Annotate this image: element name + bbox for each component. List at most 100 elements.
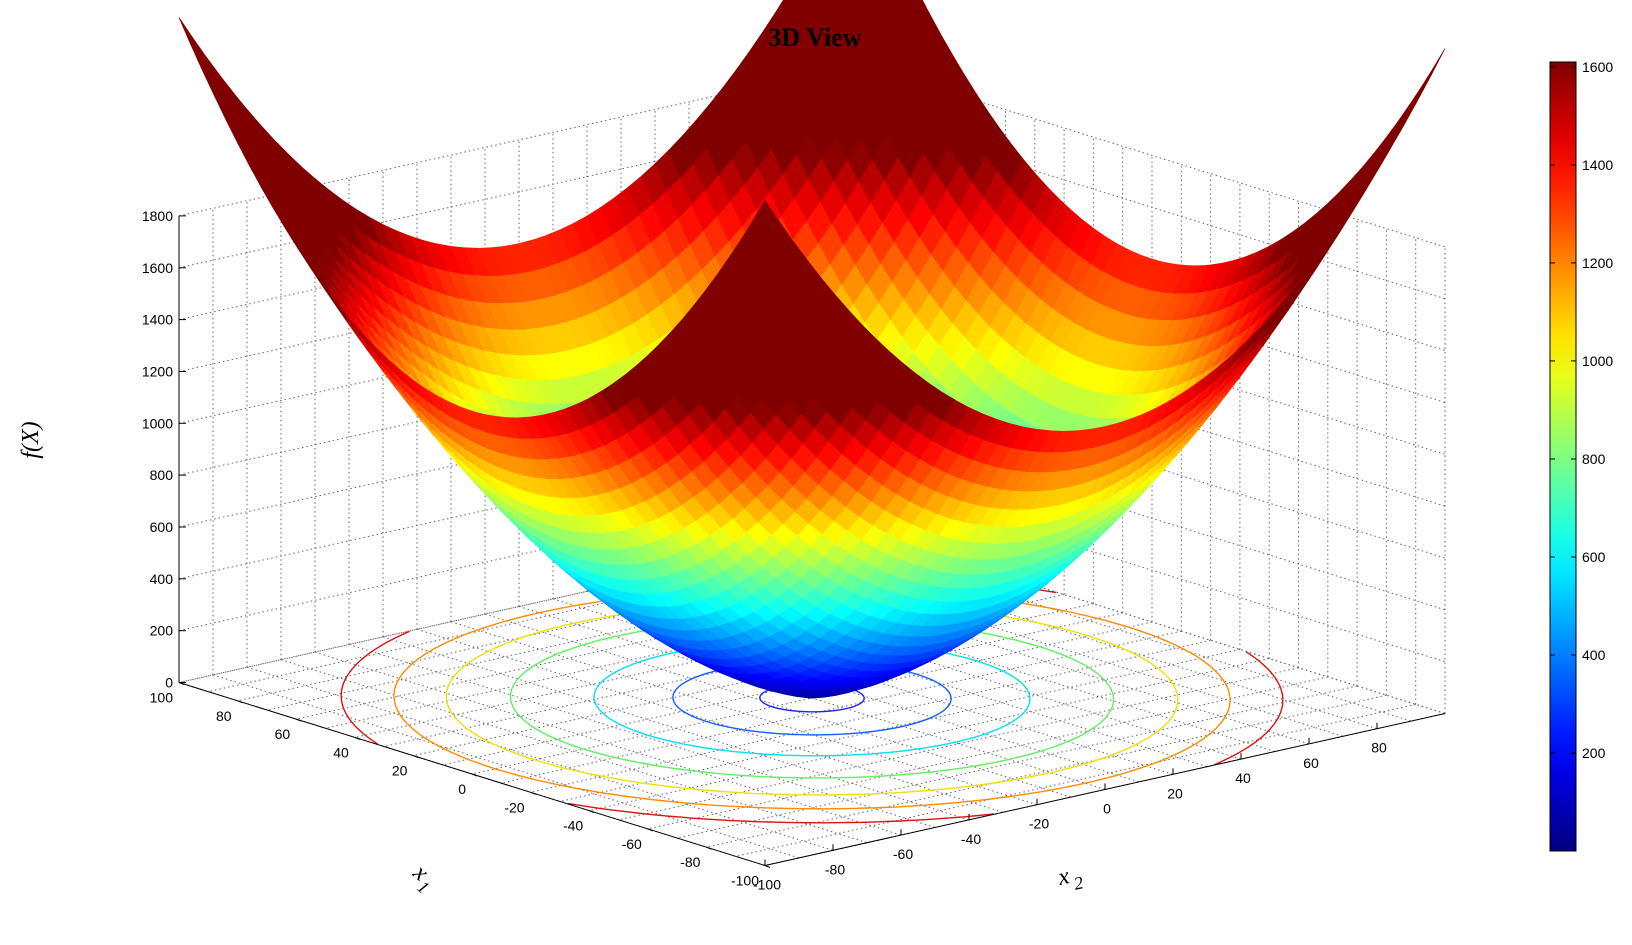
axes	[178, 215, 1446, 868]
floor-grid-line	[589, 658, 1270, 812]
colorbar-tick-label: 1400	[1582, 157, 1613, 173]
contour-line	[340, 630, 410, 745]
surface-patch	[894, 0, 914, 19]
colorbar-tick-label: 600	[1582, 549, 1606, 565]
floor-grid-line	[688, 568, 1276, 752]
x2-tick-label: -80	[825, 861, 845, 877]
colorbar-tick-label: 400	[1582, 647, 1606, 663]
surface-patch	[1384, 104, 1411, 149]
floor-grid-line	[383, 594, 1065, 747]
floor-grid-line	[450, 621, 1038, 806]
floor-grid-line	[722, 560, 1310, 745]
floor-grid-line	[618, 667, 1299, 821]
x2-tick-label: -20	[1029, 816, 1049, 832]
x1-tick-mark	[764, 865, 771, 868]
colorbar	[1549, 61, 1577, 852]
floor-grid-line	[208, 539, 889, 693]
colorbar-tick-label: 1000	[1582, 353, 1613, 369]
x1-tick-label: -40	[563, 818, 583, 834]
floor-grid-line	[756, 552, 1344, 737]
x1-tick-label: 40	[333, 744, 349, 760]
z-tick-label: 200	[150, 623, 174, 639]
wall-grid-line	[858, 63, 1446, 248]
x1-tick-label: -20	[504, 799, 524, 815]
tick-labels: 020040060080010001200140016001800-100-80…	[142, 208, 1387, 893]
floor-grid-line	[647, 676, 1328, 830]
surface-patch	[1395, 86, 1422, 132]
x2-tick-label: 80	[1371, 740, 1387, 756]
floor-grid-line	[620, 583, 1208, 768]
surface-patch	[178, 17, 205, 65]
wall-grid-line	[858, 530, 1446, 714]
x1-tick-mark	[471, 773, 478, 777]
x2-tick-label: -100	[753, 877, 781, 893]
x1-tick-mark	[354, 736, 360, 740]
z-tick-label: 1000	[142, 415, 173, 431]
x1-tick-label: 20	[392, 763, 408, 779]
colorbar-gradient	[1549, 61, 1577, 852]
wall-grid-line	[858, 478, 1446, 663]
floor-grid-line	[296, 566, 977, 720]
x2-tick-label: 20	[1167, 785, 1183, 801]
wall-grid-line	[858, 426, 1446, 611]
floor-grid-line	[382, 636, 970, 821]
x2-axis-label-main: x	[1055, 863, 1072, 891]
colorbar-tick-label: 800	[1582, 451, 1606, 467]
floor-grid-line	[654, 575, 1242, 760]
surface-mesh	[178, 0, 1446, 699]
x1-tick-mark	[647, 828, 653, 832]
wall-grid-line	[858, 115, 1446, 300]
x1-tick-label: -100	[731, 873, 759, 889]
floor-grid-line	[314, 651, 902, 836]
x1-tick-mark	[706, 846, 712, 850]
x1-tick-label: 100	[150, 690, 174, 706]
x2-tick-label: -40	[961, 831, 981, 847]
x1-axis-label: x 1	[407, 859, 433, 898]
z-tick-label: 600	[150, 519, 174, 535]
floor-grid-line	[237, 548, 918, 702]
x2-tick-label: -60	[893, 846, 913, 862]
x1-tick-mark	[413, 755, 419, 759]
colorbar-tick-label: 1200	[1582, 255, 1613, 271]
x1-tick-mark	[178, 682, 185, 685]
floor-grid-line	[246, 666, 834, 851]
floor-grid-line	[471, 621, 1153, 775]
x1-tick-mark	[530, 791, 536, 795]
z-tick-label: 800	[150, 467, 174, 483]
floor-grid-line	[790, 545, 1378, 730]
z-axis-label: f(X)	[18, 421, 44, 458]
colorbar-tick-labels: 200 400 600 800 1000 1200 1400 1600	[1582, 59, 1613, 761]
x2-axis-label: x 2	[1055, 863, 1085, 894]
colorbar-tick-label: 1600	[1582, 59, 1613, 75]
z-tick-label: 1200	[142, 364, 173, 380]
z-tick-label: 1600	[142, 260, 173, 276]
floor-grid-line	[354, 584, 1035, 738]
z-tick-label: 1400	[142, 312, 173, 328]
x2-tick-label: 40	[1235, 770, 1251, 786]
x1-tick-mark	[237, 700, 243, 704]
floor-grid-line	[559, 649, 1241, 802]
contour-line	[1214, 651, 1284, 766]
x1-tick-label: 0	[458, 781, 466, 797]
floor-grid-line	[676, 685, 1358, 839]
surface-patch	[1419, 48, 1446, 95]
floor-grid-line	[416, 628, 1004, 813]
x2-tick-label: 0	[1103, 801, 1111, 817]
surface-patch	[795, 0, 813, 16]
z-tick-label: 1800	[142, 208, 173, 224]
floor-grid-line	[325, 575, 1006, 729]
x1-tick-mark	[296, 718, 302, 722]
x1-tick-label: 60	[275, 726, 291, 742]
floor-grid-line	[266, 557, 948, 711]
floor-grid-line	[706, 694, 1387, 848]
x1-tick-label: -80	[680, 854, 700, 870]
x2-axis-label-sub: 2	[1072, 872, 1085, 893]
floor-grid-line	[280, 659, 868, 844]
x1-tick-mark	[589, 810, 595, 814]
colorbar-tick-label: 200	[1582, 745, 1606, 761]
z-tick-label: 0	[165, 675, 173, 691]
floor-grid-line	[824, 537, 1412, 722]
chart-title: 3D View	[768, 23, 861, 52]
